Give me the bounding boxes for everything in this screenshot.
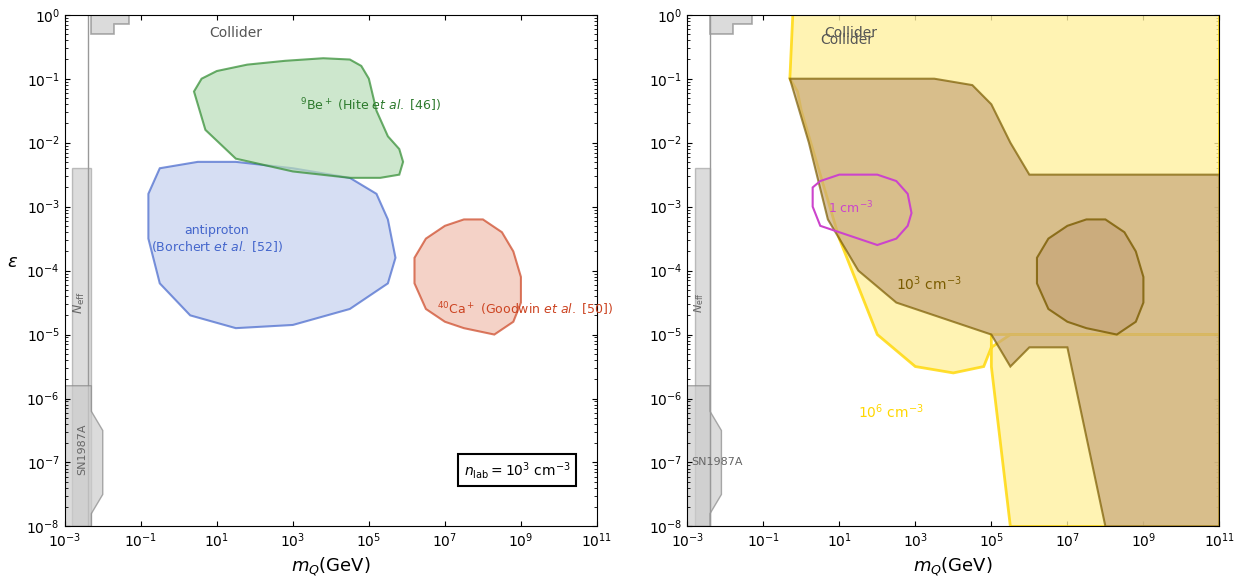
Polygon shape — [687, 15, 1220, 34]
Text: $N_{\rm eff}$: $N_{\rm eff}$ — [692, 292, 705, 313]
Text: Collider: Collider — [820, 33, 873, 47]
Text: Collider: Collider — [825, 26, 877, 40]
Polygon shape — [65, 386, 103, 526]
Polygon shape — [72, 168, 92, 526]
X-axis label: $m_Q$(GeV): $m_Q$(GeV) — [913, 555, 994, 578]
Text: SN1987A: SN1987A — [691, 457, 743, 467]
Text: SN1987A: SN1987A — [77, 424, 87, 476]
Text: $^9$Be$^+$ (Hite $\it{et\ al.}$ [46]): $^9$Be$^+$ (Hite $\it{et\ al.}$ [46]) — [301, 97, 442, 115]
Polygon shape — [148, 162, 395, 328]
Text: antiproton
(Borchert $\it{et\ al.}$ [52]): antiproton (Borchert $\it{et\ al.}$ [52]… — [150, 224, 283, 254]
X-axis label: $m_Q$(GeV): $m_Q$(GeV) — [291, 555, 370, 578]
Text: $10^3$ cm$^{-3}$: $10^3$ cm$^{-3}$ — [897, 274, 961, 292]
Text: $^{40}$Ca$^+$ (Goodwin $\it{et\ al.}$ [50]): $^{40}$Ca$^+$ (Goodwin $\it{et\ al.}$ [5… — [437, 300, 614, 318]
Text: Collider: Collider — [209, 26, 262, 40]
Polygon shape — [790, 79, 1220, 526]
Text: $1$ cm$^{-3}$: $1$ cm$^{-3}$ — [828, 199, 873, 216]
Text: $10^6$ cm$^{-3}$: $10^6$ cm$^{-3}$ — [858, 402, 924, 421]
Polygon shape — [694, 168, 710, 526]
Polygon shape — [65, 15, 597, 34]
Polygon shape — [1037, 219, 1144, 335]
Text: $n_{\rm lab} = 10^3$ cm$^{-3}$: $n_{\rm lab} = 10^3$ cm$^{-3}$ — [465, 460, 570, 481]
Polygon shape — [415, 219, 520, 335]
Polygon shape — [790, 0, 1220, 526]
Polygon shape — [194, 58, 404, 178]
Text: $N_{\rm eff}$: $N_{\rm eff}$ — [72, 291, 87, 314]
Y-axis label: $\epsilon$: $\epsilon$ — [7, 253, 19, 271]
Polygon shape — [687, 386, 722, 526]
